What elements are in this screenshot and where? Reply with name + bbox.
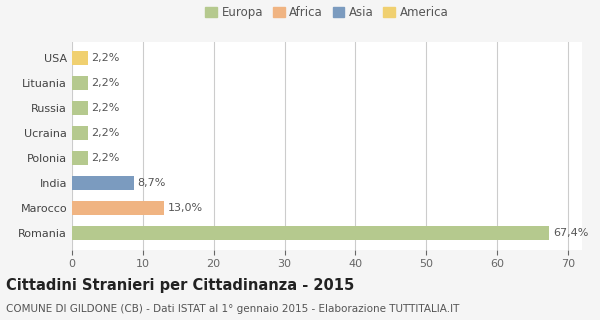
Text: 2,2%: 2,2% [91, 103, 119, 113]
Bar [72, 226, 550, 240]
Bar [72, 101, 88, 115]
Text: 2,2%: 2,2% [91, 53, 119, 63]
Bar [72, 126, 88, 140]
Text: COMUNE DI GILDONE (CB) - Dati ISTAT al 1° gennaio 2015 - Elaborazione TUTTITALIA: COMUNE DI GILDONE (CB) - Dati ISTAT al 1… [6, 304, 460, 314]
Text: 67,4%: 67,4% [553, 228, 589, 238]
Text: 2,2%: 2,2% [91, 153, 119, 163]
Text: Cittadini Stranieri per Cittadinanza - 2015: Cittadini Stranieri per Cittadinanza - 2… [6, 278, 354, 293]
Legend: Europa, Africa, Asia, America: Europa, Africa, Asia, America [200, 2, 454, 24]
Text: 8,7%: 8,7% [137, 178, 166, 188]
Bar [72, 201, 164, 215]
Bar [72, 51, 88, 65]
Bar [72, 176, 134, 190]
Text: 2,2%: 2,2% [91, 128, 119, 138]
Text: 2,2%: 2,2% [91, 78, 119, 88]
Text: 13,0%: 13,0% [167, 203, 203, 213]
Bar [72, 76, 88, 90]
Bar [72, 151, 88, 165]
